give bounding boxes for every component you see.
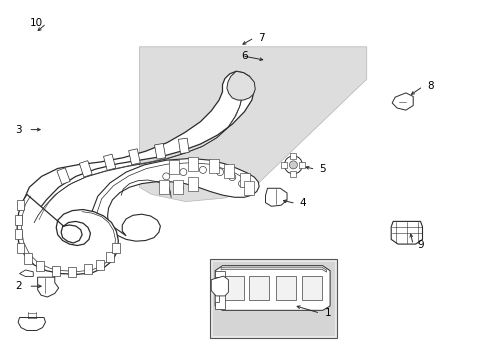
Polygon shape bbox=[391, 93, 412, 110]
Polygon shape bbox=[20, 270, 33, 276]
FancyBboxPatch shape bbox=[24, 253, 32, 264]
Polygon shape bbox=[18, 318, 45, 330]
Polygon shape bbox=[215, 271, 224, 309]
Polygon shape bbox=[17, 194, 118, 274]
Text: 3: 3 bbox=[15, 125, 22, 135]
FancyBboxPatch shape bbox=[224, 276, 243, 300]
FancyBboxPatch shape bbox=[209, 159, 219, 173]
Polygon shape bbox=[92, 158, 259, 241]
Polygon shape bbox=[154, 143, 165, 159]
Polygon shape bbox=[178, 138, 189, 154]
Polygon shape bbox=[221, 267, 326, 272]
Text: 10: 10 bbox=[30, 18, 43, 28]
Polygon shape bbox=[57, 168, 70, 184]
Polygon shape bbox=[38, 277, 59, 297]
FancyBboxPatch shape bbox=[276, 276, 295, 300]
FancyBboxPatch shape bbox=[299, 162, 305, 168]
Circle shape bbox=[284, 156, 302, 174]
FancyBboxPatch shape bbox=[188, 157, 198, 171]
FancyBboxPatch shape bbox=[159, 180, 168, 194]
FancyBboxPatch shape bbox=[210, 259, 337, 338]
FancyBboxPatch shape bbox=[302, 276, 321, 300]
Text: 6: 6 bbox=[241, 51, 247, 61]
FancyBboxPatch shape bbox=[188, 177, 198, 190]
Text: 2: 2 bbox=[15, 281, 22, 291]
FancyBboxPatch shape bbox=[17, 243, 24, 253]
FancyBboxPatch shape bbox=[15, 229, 22, 239]
Polygon shape bbox=[265, 188, 286, 206]
Polygon shape bbox=[226, 71, 255, 100]
Text: 5: 5 bbox=[319, 164, 325, 174]
Text: 4: 4 bbox=[299, 198, 306, 208]
FancyBboxPatch shape bbox=[17, 200, 24, 210]
Polygon shape bbox=[390, 221, 422, 244]
FancyBboxPatch shape bbox=[239, 173, 249, 187]
FancyBboxPatch shape bbox=[244, 181, 254, 195]
Text: 9: 9 bbox=[416, 240, 423, 250]
Polygon shape bbox=[79, 161, 92, 177]
FancyBboxPatch shape bbox=[112, 243, 120, 253]
Polygon shape bbox=[211, 276, 228, 296]
FancyBboxPatch shape bbox=[224, 164, 233, 178]
FancyBboxPatch shape bbox=[15, 215, 22, 225]
Polygon shape bbox=[139, 47, 366, 202]
FancyBboxPatch shape bbox=[168, 161, 178, 174]
FancyBboxPatch shape bbox=[52, 266, 60, 276]
FancyBboxPatch shape bbox=[281, 162, 287, 168]
FancyBboxPatch shape bbox=[68, 267, 76, 277]
Polygon shape bbox=[215, 266, 329, 310]
Text: 8: 8 bbox=[426, 81, 433, 91]
FancyBboxPatch shape bbox=[96, 260, 104, 270]
Circle shape bbox=[289, 161, 297, 169]
FancyBboxPatch shape bbox=[173, 180, 183, 194]
Polygon shape bbox=[22, 71, 254, 231]
Polygon shape bbox=[128, 149, 140, 165]
FancyBboxPatch shape bbox=[290, 153, 296, 159]
FancyBboxPatch shape bbox=[290, 171, 296, 177]
FancyBboxPatch shape bbox=[36, 261, 44, 271]
FancyBboxPatch shape bbox=[106, 252, 114, 262]
FancyBboxPatch shape bbox=[212, 262, 334, 336]
FancyBboxPatch shape bbox=[84, 264, 92, 274]
FancyBboxPatch shape bbox=[249, 276, 268, 300]
Text: 7: 7 bbox=[258, 33, 264, 43]
Polygon shape bbox=[103, 154, 116, 170]
Text: 1: 1 bbox=[324, 308, 330, 318]
